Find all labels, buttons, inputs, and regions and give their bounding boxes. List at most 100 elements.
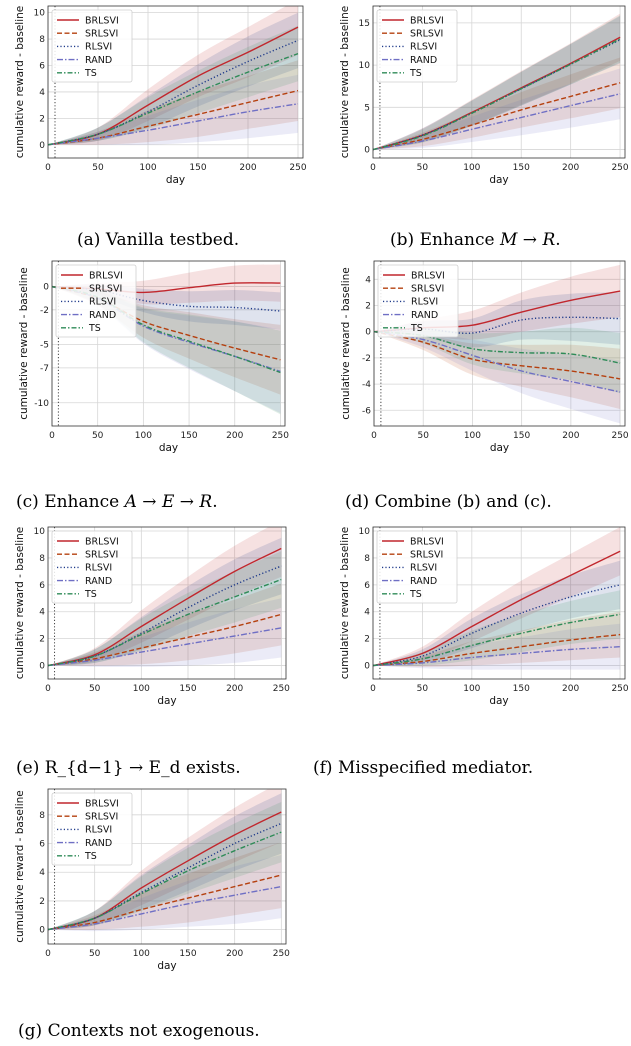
legend-label-ts: TS [88,323,101,334]
band-rand [52,286,281,414]
band-rlsvi [373,16,621,150]
x-axis-label: day [157,960,176,972]
series-line-rand [374,331,621,393]
x-tick-label: 50 [89,684,101,694]
y-axis-label: cumulative reward - baseline [14,527,26,680]
x-tick-label: 250 [272,431,289,441]
y-tick-label: 10 [359,527,371,537]
x-tick-label: 200 [226,949,243,959]
x-tick-label: 0 [370,163,376,173]
y-tick-label: 0 [39,141,45,151]
y-axis-label: cumulative reward - baseline [14,6,26,159]
y-axis-label: cumulative reward - baseline [14,790,26,943]
legend-box [376,9,458,83]
legend-label-rlsvi: RLSVI [85,825,112,836]
y-tick-label: -10 [34,399,49,409]
panel-caption: (g) Contexts not exogenous. [18,1021,260,1041]
y-axis-label: cumulative reward - baseline [339,527,351,680]
series-line-rlsvi [48,565,282,667]
y-tick-label: -7 [40,364,49,374]
x-tick-label: 200 [562,431,579,441]
y-tick-label: 2 [39,114,45,124]
legend-label-ts: TS [410,323,423,334]
y-tick-label: 2 [364,635,370,645]
legend-label-brlsvi: BRLSVI [89,270,123,281]
x-tick-label: 250 [611,684,628,694]
chart-panel-4: 0 50 100 150 200 250 4 2 0 -2 -4 -6 day cumulative re… [340,260,629,512]
band-rand [48,855,282,932]
x-tick-label: 50 [92,163,104,173]
x-tick-label: 250 [289,163,306,173]
legend-label-rlsvi: RLSVI [89,297,116,308]
band-srlsvi [48,60,298,145]
band-ts [48,801,282,930]
x-tick-label: 250 [611,431,628,441]
legend-box [376,530,458,604]
x-tick-label: 250 [611,163,628,173]
series-line-rand [48,103,299,146]
series-line-brlsvi [373,36,621,151]
x-axis-label: day [166,174,185,186]
x-tick-label: 200 [239,163,256,173]
x-tick-label: 200 [226,684,243,694]
x-tick-label: 50 [417,431,429,441]
legend-label-rand: RAND [410,55,437,66]
panel-caption: (f) Misspecified mediator. [313,758,533,778]
chart-panel-6: 0 50 100 150 200 250 0 2 4 6 8 10 day cumulative rewa… [313,526,629,778]
x-tick-label: 50 [417,163,429,173]
band-ts [48,551,282,666]
x-tick-label: 0 [45,684,51,694]
x-tick-label: 200 [226,431,243,441]
x-tick-label: 200 [562,163,579,173]
legend-label-ts: TS [84,589,97,600]
x-tick-label: 150 [513,431,530,441]
axes-frame [47,5,304,159]
legend-label-ts: TS [84,851,97,862]
y-tick-label: 8 [39,554,45,564]
legend-label-rlsvi: RLSVI [411,297,438,308]
series-line-srlsvi [373,633,621,667]
chart-panel-2: 0 50 100 150 200 250 0 5 10 15 day cumulative rewar… [339,5,629,250]
band-ts [373,590,621,666]
legend: BRLSVI SRLSVI RLSVI RAND TS [51,530,133,604]
axes-frame [372,5,626,159]
x-axis-label: day [489,174,508,186]
y-tick-label: 0 [43,283,49,293]
band-srlsvi [48,583,282,666]
y-tick-label: 4 [39,608,45,618]
band-brlsvi [48,527,282,666]
legend-label-brlsvi: BRLSVI [85,798,119,809]
series-line-ts [48,831,282,931]
band-brlsvi [48,6,298,145]
legend-label-rand: RAND [89,310,116,321]
axes-frame [47,788,287,945]
x-tick-label: 100 [133,684,150,694]
band-srlsvi [373,57,621,150]
legend-label-rlsvi: RLSVI [410,42,437,53]
x-tick-label: 150 [180,431,197,441]
legend: BRLSVI SRLSVI RLSVI RAND TS [55,264,137,338]
y-tick-label: 8 [39,35,45,45]
band-rlsvi [48,12,298,145]
legend-label-srlsvi: SRLSVI [89,284,122,295]
series-line-srlsvi [48,613,282,667]
y-axis-label: cumulative reward - baseline [18,267,30,420]
legend-label-rand: RAND [411,310,438,321]
legend-label-rand: RAND [410,576,437,587]
x-tick-label: 200 [562,684,579,694]
y-tick-label: -4 [362,380,371,390]
band-brlsvi [373,527,621,666]
legend-label-brlsvi: BRLSVI [410,536,444,547]
series-line-srlsvi [48,874,282,931]
y-tick-label: 0 [365,328,371,338]
legend-label-brlsvi: BRLSVI [85,15,119,26]
chart-panel-1: 0 50 100 150 200 250 0 2 4 6 8 10 day cumulative rewa… [14,5,307,250]
series-line-brlsvi [373,550,621,667]
x-tick-label: 100 [135,431,152,441]
x-tick-label: 150 [513,163,530,173]
series-line-ts [373,613,621,667]
legend-label-rlsvi: RLSVI [410,563,437,574]
legend-label-ts: TS [84,68,97,79]
legend: BRLSVI SRLSVI RLSVI RAND TS [377,264,459,338]
legend-box [51,792,133,866]
